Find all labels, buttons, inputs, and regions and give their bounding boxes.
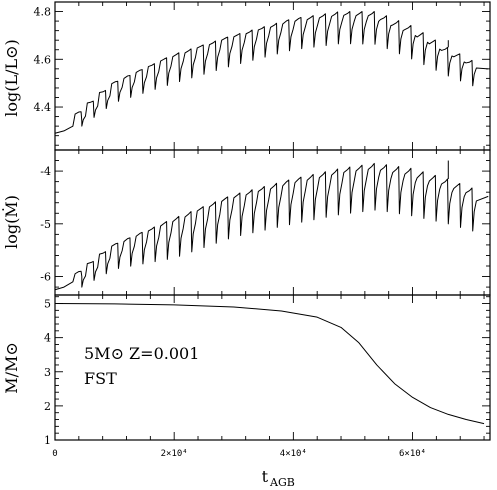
panel-bottom-ytick-label: 1 — [44, 434, 51, 447]
x-tick-label: 2×10⁴ — [161, 449, 188, 459]
x-tick-label: 6×10⁴ — [399, 449, 426, 459]
middle-y-axis-title: log(Ṁ) — [1, 195, 21, 249]
panel-bottom-ytick-label: 5 — [44, 298, 51, 311]
bottom-ylabel-group: M/M⊙ — [2, 342, 21, 394]
panel-top-ytick-label: 4.6 — [34, 53, 52, 66]
panel-top-frame — [54, 1, 491, 151]
panel-bottom-series-line — [54, 303, 485, 425]
panel-middle-ytick-label: -5 — [40, 218, 51, 231]
middle-ylabel-group: log(Ṁ) — [1, 195, 21, 249]
x-axis-title: t — [262, 467, 269, 486]
x-tick-label: 4×10⁴ — [280, 449, 307, 459]
top-ylabel-group: log(L/L⊙) — [2, 39, 21, 117]
model-annotation-line1: 5M⊙ Z=0.001 — [84, 344, 199, 363]
top-y-axis-title: log(L/L⊙) — [2, 39, 21, 117]
panel-top-ytick-label: 4.4 — [34, 101, 52, 114]
panel-top-series-line — [54, 11, 489, 134]
model-annotation-line2: FST — [84, 369, 117, 388]
plot-layer: 4.4 4.6 4.8 -6 -5 -4 1 2 3 4 5 0 2×10⁴ 4×10⁴ 6×10⁴ — [34, 1, 491, 459]
panel-middle-ytick-label: -4 — [40, 165, 51, 178]
x-tick-label: 0 — [52, 449, 57, 459]
panel-bottom-frame — [54, 294, 491, 441]
panel-middle-ytick-label: -6 — [40, 271, 51, 284]
panel-bottom-ytick-label: 4 — [44, 332, 51, 345]
bottom-y-axis-title: M/M⊙ — [2, 342, 21, 394]
x-axis-title-subscript: AGB — [269, 476, 295, 489]
panel-top-ytick-label: 4.8 — [34, 6, 52, 19]
panel-bottom-ytick-label: 3 — [44, 366, 51, 379]
panel-middle-frame — [54, 149, 491, 296]
panel-middle-series-line — [54, 162, 489, 291]
panel-bottom-ytick-label: 2 — [44, 400, 51, 413]
